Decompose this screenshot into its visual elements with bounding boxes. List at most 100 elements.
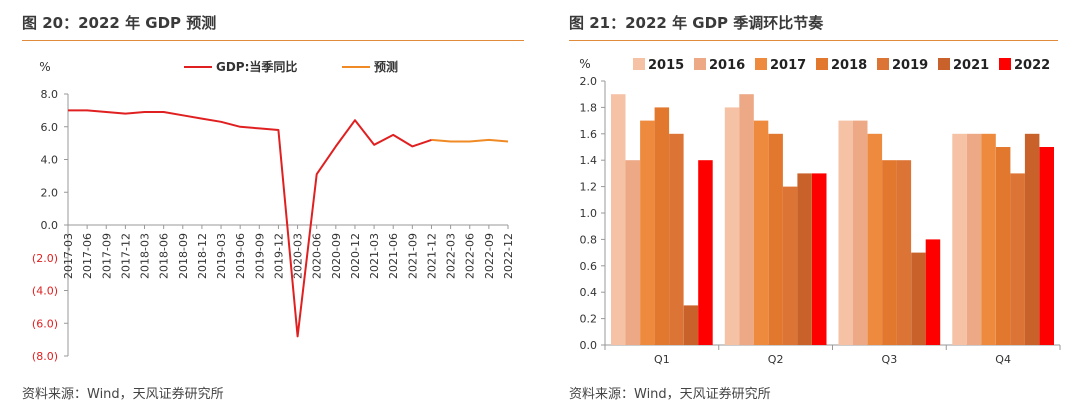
y-tick-label: (4.0) <box>32 285 58 298</box>
gdp-forecast-line-chart: % 8.0 6.0 4.0 2.0 0.0 (2.0) (4.0) (6.0) (8.0) 2017… <box>32 59 515 363</box>
x-tick-label: 2020-03 <box>292 233 305 279</box>
bar-Q3-2018 <box>882 160 897 345</box>
bar-Q1-2015 <box>611 94 626 345</box>
legend-label: 2016 <box>709 58 745 73</box>
y-tick-label: 0.8 <box>580 233 598 246</box>
y-axis-unit: % <box>39 60 50 74</box>
y-tick-label: 8.0 <box>41 88 59 101</box>
left-chart-panel: 图 20：2022 年 GDP 预测 % 8.0 6.0 4.0 2.0 0.0 (2.0)… <box>0 0 530 408</box>
y-tick-label: 0.2 <box>580 313 598 326</box>
x-tick-label: 2019-09 <box>253 233 266 279</box>
x-tick-label: 2022-06 <box>464 233 477 279</box>
series-line-GDP:当季同比 <box>68 109 432 338</box>
x-tick-label: 2017-06 <box>81 233 94 279</box>
left-chart-title: 图 20：2022 年 GDP 预测 <box>22 14 217 32</box>
legend-swatch <box>755 58 767 70</box>
legend-label: 预测 <box>374 59 398 74</box>
right-chart-title: 图 21：2022 年 GDP 季调环比节奏 <box>569 14 824 32</box>
bar-Q3-2022 <box>925 239 941 345</box>
bar-Q4-2021 <box>1024 133 1040 345</box>
bar-Q2-2019 <box>782 186 798 345</box>
legend-swatch <box>877 58 889 70</box>
y-tick-label: 2.0 <box>580 75 598 88</box>
right-chart-source: 资料来源：Wind，天风证券研究所 <box>569 387 771 402</box>
bar-Q3-2017 <box>867 133 883 345</box>
x-tick-label: 2017-12 <box>119 233 132 279</box>
x-tick-label: Q1 <box>654 353 670 366</box>
x-tick-label: 2018-03 <box>139 233 152 279</box>
x-tick-label: 2018-09 <box>177 233 190 279</box>
y-tick-label: 1.6 <box>580 128 598 141</box>
bar-Q2-2021 <box>797 173 812 345</box>
bar-Q4-2019 <box>1010 173 1025 345</box>
legend-label: 2021 <box>953 58 989 73</box>
bar-Q1-2022 <box>698 160 713 345</box>
legend-swatch <box>633 58 645 70</box>
bar-Q4-2017 <box>981 133 996 345</box>
x-tick-label: 2021-12 <box>425 233 438 279</box>
y-tick-label: 4.0 <box>41 154 59 167</box>
y-tick-label: 2.0 <box>41 186 59 199</box>
y-tick-label: 1.8 <box>580 101 598 114</box>
x-tick-label: 2019-06 <box>234 233 247 279</box>
x-tick-label: 2018-12 <box>196 233 209 279</box>
legend-label: 2022 <box>1014 58 1050 73</box>
x-tick-label: 2022-03 <box>445 233 458 279</box>
legend-label: 2019 <box>892 58 928 73</box>
y-tick-label: 1.0 <box>580 207 598 220</box>
legend-label: 2017 <box>770 58 806 73</box>
x-tick-label: 2017-03 <box>62 233 75 279</box>
bar-Q1-2019 <box>669 133 684 345</box>
y-tick-label: 0.0 <box>41 219 59 232</box>
bar-Q2-2016 <box>739 94 754 345</box>
bar-Q1-2021 <box>683 305 699 345</box>
x-tick-label: Q4 <box>995 353 1011 366</box>
x-tick-label: 2022-12 <box>502 233 515 279</box>
x-tick-label: 2018-06 <box>158 233 171 279</box>
x-tick-label: 2020-09 <box>330 233 343 279</box>
x-tick-label: 2017-09 <box>100 233 113 279</box>
x-tick-label: Q3 <box>882 353 898 366</box>
x-tick-label: 2022-09 <box>483 233 496 279</box>
bar-Q2-2018 <box>768 133 783 345</box>
legend-swatch <box>999 58 1011 70</box>
right-title-divider <box>569 40 1058 41</box>
y-tick-label: 0.6 <box>580 260 598 273</box>
x-tick-label: 2020-06 <box>311 233 324 279</box>
x-tick-label: 2021-03 <box>368 233 381 279</box>
y-tick-label: 1.2 <box>580 181 598 194</box>
legend-swatch <box>694 58 706 70</box>
y-tick-label: (8.0) <box>32 350 58 363</box>
bar-Q4-2015 <box>952 133 967 345</box>
y-tick-label: (2.0) <box>32 252 58 265</box>
bar-Q2-2015 <box>724 107 740 346</box>
legend-swatch <box>816 58 828 70</box>
legend-label: GDP:当季同比 <box>216 59 297 74</box>
bar-Q3-2021 <box>911 252 926 345</box>
y-tick-label: 6.0 <box>41 121 59 134</box>
y-axis-unit: % <box>579 57 590 71</box>
y-tick-label: 1.4 <box>580 154 598 167</box>
series-line-预测 <box>431 138 509 143</box>
x-tick-label: 2020-12 <box>349 233 362 279</box>
bar-Q3-2016 <box>853 120 868 345</box>
x-tick-label: 2021-06 <box>387 233 400 279</box>
y-tick-label: 0.4 <box>580 286 598 299</box>
bar-Q2-2017 <box>753 120 769 345</box>
bar-Q3-2019 <box>896 160 912 345</box>
bar-Q1-2016 <box>625 160 640 345</box>
bar-Q3-2015 <box>838 120 853 345</box>
y-tick-label: 0.0 <box>580 339 598 352</box>
bar-Q1-2018 <box>654 107 670 346</box>
y-tick-label: (6.0) <box>32 317 58 330</box>
right-chart-panel: 图 21：2022 年 GDP 季调环比节奏 % 0.0 0.2 0.4 0.6 0.8 1… <box>555 0 1080 408</box>
legend-swatch <box>938 58 950 70</box>
bar-Q4-2018 <box>995 147 1011 345</box>
x-tick-label: 2019-12 <box>272 233 285 279</box>
x-tick-label: 2021-09 <box>406 233 419 279</box>
gdp-qoq-bar-chart: % 0.0 0.2 0.4 0.6 0.8 1.0 1.2 1.4 1.6 1.8 2.0 Q1 Q2 Q3… <box>579 57 1061 366</box>
bar-Q2-2022 <box>812 173 827 345</box>
left-chart-source: 资料来源：Wind，天风证券研究所 <box>22 387 224 402</box>
bar-Q4-2022 <box>1039 147 1054 345</box>
x-tick-label: Q2 <box>768 353 784 366</box>
